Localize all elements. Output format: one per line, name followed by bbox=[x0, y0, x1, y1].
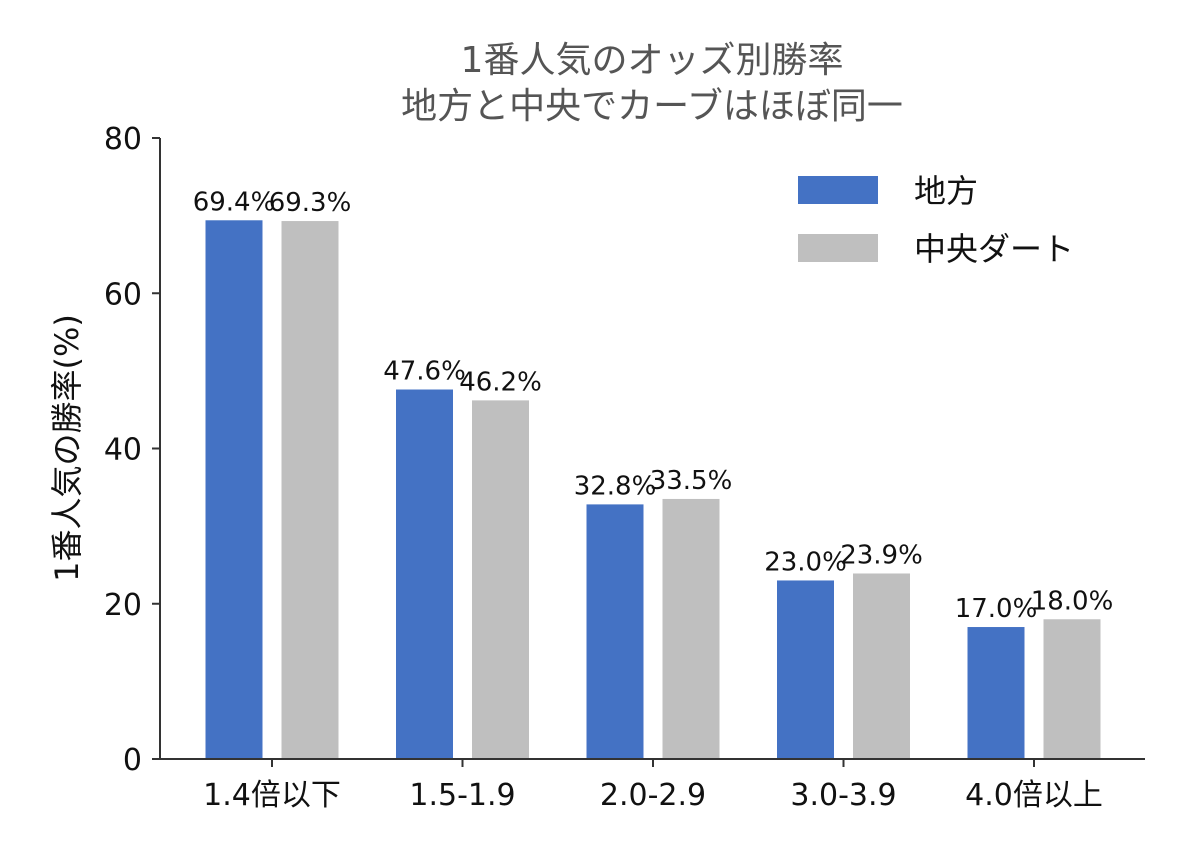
legend-swatch-chiho bbox=[798, 176, 878, 204]
chart-title-line-2: 地方と中央でカーブはほぼ同一 bbox=[401, 86, 903, 127]
data-label-chuo-dirt-2: 46.2% bbox=[459, 367, 542, 397]
x-ticks: 1.4倍以下 1.5-1.9 2.0-2.9 3.0-3.9 4.0倍以上 bbox=[203, 759, 1103, 813]
data-labels-layer: 69.4%69.3% 47.6%46.2% 32.8%33.5% 23.0%23.9%… bbox=[193, 187, 1114, 624]
x-tick-label-5: 4.0倍以上 bbox=[965, 778, 1103, 813]
y-tick-label-5: 80 bbox=[104, 122, 142, 157]
legend-label-chiho: 地方 bbox=[914, 172, 978, 210]
bar-chuo-dirt-4 bbox=[853, 573, 910, 759]
chart-title-line-1: 1番人気のオッズ別勝率 bbox=[461, 40, 844, 81]
data-label-chuo-dirt-3: 33.5% bbox=[650, 466, 733, 496]
data-label-chiho-3: 32.8% bbox=[574, 471, 657, 501]
x-tick-label-1: 1.4倍以下 bbox=[203, 778, 341, 813]
y-tick-label-1: 0 bbox=[123, 743, 142, 778]
data-label-chiho-4: 23.0% bbox=[764, 547, 847, 577]
bar-chiho-3 bbox=[586, 504, 644, 759]
y-ticks: 0 20 40 60 80 bbox=[104, 122, 160, 778]
data-label-chuo-dirt-5: 18.0% bbox=[1031, 586, 1114, 616]
data-label-chiho-1: 69.4% bbox=[193, 187, 276, 217]
y-tick-label-4: 60 bbox=[104, 277, 142, 312]
data-label-chuo-dirt-1: 69.3% bbox=[269, 188, 352, 218]
chart-title: 1番人気のオッズ別勝率 地方と中央でカーブはほぼ同一 bbox=[401, 40, 903, 127]
data-label-chiho-2: 47.6% bbox=[383, 357, 466, 387]
bar-chuo-dirt-5 bbox=[1043, 619, 1101, 759]
y-axis-label: 1番人気の勝率(%) bbox=[48, 314, 86, 582]
bar-chiho-4 bbox=[777, 580, 834, 759]
bar-chuo-dirt-3 bbox=[662, 498, 720, 759]
y-tick-label-3: 40 bbox=[104, 433, 142, 468]
bar-chiho-2 bbox=[396, 389, 453, 759]
x-tick-label-3: 2.0-2.9 bbox=[600, 778, 706, 813]
bar-chiho-1 bbox=[205, 220, 263, 760]
data-label-chuo-dirt-4: 23.9% bbox=[840, 540, 923, 570]
x-tick-label-4: 3.0-3.9 bbox=[790, 778, 896, 813]
bar-chuo-dirt-2 bbox=[472, 400, 529, 759]
legend-swatch-chuo-dirt bbox=[798, 234, 878, 262]
y-tick-label-2: 20 bbox=[104, 588, 142, 623]
bar-chuo-dirt-1 bbox=[281, 221, 339, 760]
x-tick-label-2: 1.5-1.9 bbox=[409, 778, 515, 813]
bar-chiho-5 bbox=[967, 627, 1025, 759]
y-axis-label-group: 1番人気の勝率(%) bbox=[48, 314, 86, 582]
bars-layer bbox=[205, 220, 1101, 760]
data-label-chiho-5: 17.0% bbox=[955, 594, 1038, 624]
legend-label-chuo-dirt: 中央ダート bbox=[914, 230, 1074, 268]
axes-layer: 0 20 40 60 80 1.4倍以下 1.5-1.9 2.0-2.9 3.0-3.9 4.0… bbox=[104, 122, 1145, 813]
